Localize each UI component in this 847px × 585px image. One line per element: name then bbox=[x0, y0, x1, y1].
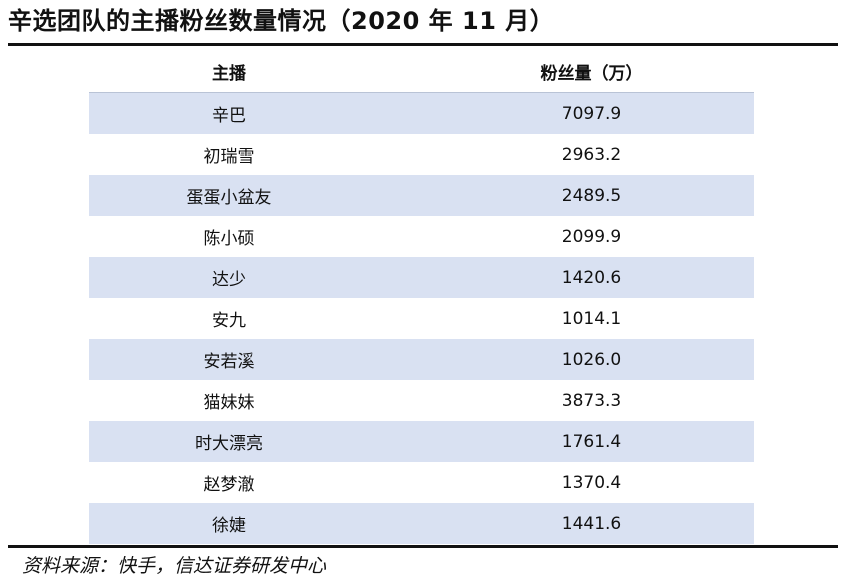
top-rule bbox=[8, 43, 838, 46]
table-row: 安若溪 1026.0 bbox=[89, 339, 754, 380]
table-row: 赵梦澈 1370.4 bbox=[89, 462, 754, 503]
row-name: 徐婕 bbox=[212, 516, 246, 536]
table-row: 蛋蛋小盆友 2489.5 bbox=[89, 175, 754, 216]
row-fans: 1420.6 bbox=[561, 267, 622, 288]
table-row: 陈小硕 2099.9 bbox=[89, 216, 754, 257]
row-fans: 1014.1 bbox=[561, 308, 622, 329]
fans-table: 主播 粉丝量（万） 辛巴 7097.9 初瑞雪 2963.2 蛋蛋小盆友 248… bbox=[89, 50, 754, 544]
table-row: 猫妹妹 3873.3 bbox=[89, 380, 754, 421]
row-name: 蛋蛋小盆友 bbox=[186, 188, 272, 208]
row-name: 时大漂亮 bbox=[195, 434, 263, 454]
row-fans: 1370.4 bbox=[561, 472, 622, 493]
row-name: 赵梦澈 bbox=[203, 475, 255, 495]
row-fans: 1761.4 bbox=[561, 431, 622, 452]
table-row: 安九 1014.1 bbox=[89, 298, 754, 339]
page-title: 辛选团队的主播粉丝数量情况（2020 年 11 月） bbox=[8, 7, 555, 35]
bottom-rule bbox=[8, 545, 838, 548]
table-row: 初瑞雪 2963.2 bbox=[89, 134, 754, 175]
row-fans: 2099.9 bbox=[561, 226, 622, 247]
row-name: 猫妹妹 bbox=[203, 393, 255, 413]
row-fans: 1441.6 bbox=[561, 513, 622, 534]
row-name: 陈小硕 bbox=[203, 229, 255, 249]
table-row: 达少 1420.6 bbox=[89, 257, 754, 298]
row-name: 达少 bbox=[212, 270, 246, 290]
row-fans: 2963.2 bbox=[561, 144, 622, 165]
row-name: 辛巴 bbox=[212, 106, 246, 126]
row-fans: 3873.3 bbox=[561, 390, 622, 411]
row-name: 初瑞雪 bbox=[203, 147, 255, 167]
row-name: 安九 bbox=[212, 311, 246, 331]
table-row: 徐婕 1441.6 bbox=[89, 503, 754, 544]
row-fans: 1026.0 bbox=[561, 349, 622, 370]
source-note: 资料来源：快手，信达证券研发中心 bbox=[22, 555, 327, 577]
table-row: 时大漂亮 1761.4 bbox=[89, 421, 754, 462]
row-fans: 7097.9 bbox=[561, 103, 622, 124]
header-name: 主播 bbox=[212, 63, 246, 84]
row-fans: 2489.5 bbox=[561, 185, 622, 206]
table-row: 辛巴 7097.9 bbox=[89, 93, 754, 134]
row-name: 安若溪 bbox=[203, 352, 255, 372]
table-header: 主播 粉丝量（万） bbox=[89, 50, 754, 93]
header-fans: 粉丝量（万） bbox=[540, 63, 643, 84]
